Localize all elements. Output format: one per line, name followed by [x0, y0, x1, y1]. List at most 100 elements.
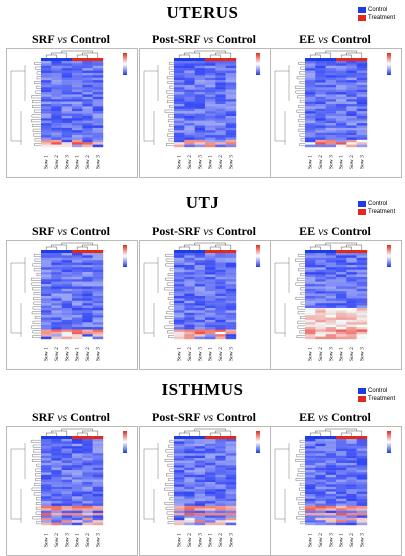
- row-dendrogram: [143, 439, 174, 525]
- heatmap-cell: [72, 260, 83, 263]
- heatmap-cell: [82, 336, 93, 340]
- heatmap-cell: [315, 450, 326, 454]
- heatmap-cell: [174, 472, 185, 476]
- group-bar-control: [184, 58, 195, 61]
- heatmap-cell: [305, 255, 316, 258]
- heatmap-cell: [51, 460, 62, 464]
- heatmap-cell: [61, 496, 73, 499]
- heatmap-cell: [325, 127, 337, 131]
- heatmap-cell: [82, 296, 93, 299]
- heatmap-cell: [41, 291, 52, 294]
- heatmap-cell: [82, 486, 93, 490]
- column-dendrogram: [178, 242, 232, 250]
- heatmap-cell: [72, 293, 83, 297]
- heatmap-cell: [215, 267, 226, 270]
- heatmap-cell: [174, 334, 185, 337]
- heatmap-cell: [194, 115, 206, 119]
- heatmap-cell: [325, 276, 337, 280]
- heatmap-cell: [225, 111, 237, 114]
- heatmap-cell: [184, 130, 195, 133]
- heatmap-cell: [225, 68, 237, 71]
- heatmap-cell: [336, 310, 347, 313]
- heatmap-cell: [305, 508, 316, 511]
- heatmap-cell: [356, 491, 368, 495]
- heatmap-cell: [336, 477, 347, 480]
- heatmap-cell: [184, 491, 195, 495]
- heatmap-cell: [92, 441, 104, 444]
- panel-title-vs: vs: [57, 410, 68, 424]
- heatmap-cell: [41, 470, 52, 473]
- heatmap-cell: [356, 307, 368, 311]
- heatmap-cell: [305, 513, 316, 516]
- heatmap-cell: [51, 104, 62, 107]
- heatmap-cell: [92, 82, 104, 86]
- heatmap-cell: [346, 92, 357, 95]
- heatmap-cell: [305, 94, 316, 98]
- sample-label: Sow 3: [197, 347, 203, 361]
- heatmap-cell: [346, 75, 357, 78]
- heatmap-cell: [72, 513, 83, 516]
- heatmap-cell: [174, 515, 185, 519]
- heatmap-cell: [315, 142, 326, 145]
- heatmap-cell: [346, 522, 357, 526]
- heatmap-panel: Sow 1 Sow 2 Sow 3 Sow 1 Sow 2 Sow 3: [270, 240, 402, 370]
- heatmap-cell: [184, 75, 195, 78]
- heatmap-cell: [174, 80, 185, 83]
- heatmap-cell: [356, 482, 368, 485]
- heatmap-cell: [184, 470, 195, 473]
- heatmap-cell: [41, 75, 52, 78]
- sample-label: Sow 2: [218, 533, 224, 547]
- group-bar-treatment: [225, 250, 237, 253]
- heatmap-cell: [325, 329, 337, 333]
- heatmap-cell: [215, 118, 226, 121]
- heatmap-cell: [184, 522, 195, 526]
- heatmap-cell: [305, 446, 316, 449]
- heatmap-cell: [184, 298, 195, 301]
- heatmap-cell: [346, 89, 357, 93]
- heatmap-cell: [82, 515, 93, 519]
- heatmap-cell: [336, 515, 347, 519]
- heatmap-cell: [315, 130, 326, 133]
- heatmap-cell: [174, 286, 185, 290]
- heatmap-cell: [82, 77, 93, 81]
- heatmap-cell: [61, 450, 73, 454]
- heatmap-cell: [174, 486, 185, 490]
- heatmap-cell: [336, 329, 347, 333]
- heatmap-cell: [184, 94, 195, 98]
- heatmap-cell: [356, 458, 368, 461]
- heatmap-cell: [215, 307, 226, 311]
- heatmap-cell: [346, 331, 357, 335]
- heatmap-cell: [41, 446, 52, 449]
- heatmap-cell: [41, 305, 52, 309]
- heatmap-cell: [225, 274, 237, 278]
- heatmap-cell: [174, 305, 185, 309]
- heatmap-cell: [51, 142, 62, 145]
- heatmap-cell: [205, 477, 216, 480]
- heatmap-cell: [92, 65, 104, 69]
- heatmap-cell: [356, 123, 368, 126]
- heatmap-cell: [82, 453, 93, 456]
- heatmap-cell: [336, 132, 347, 136]
- heatmap-cell: [336, 336, 347, 340]
- heatmap-cell: [305, 472, 316, 476]
- heatmap-cell: [72, 288, 83, 292]
- heatmap-cell: [174, 113, 185, 117]
- sample-label: Sow 1: [44, 347, 50, 361]
- heatmap-cell: [325, 269, 337, 273]
- row-dendrogram: [274, 439, 305, 525]
- heatmap-cell: [336, 288, 347, 292]
- heatmap-cell: [336, 92, 347, 95]
- heatmap-cell: [225, 291, 237, 294]
- heatmap-cell: [82, 72, 93, 76]
- heatmap-cell: [205, 324, 216, 328]
- heatmap-cell: [92, 319, 104, 323]
- heatmap-cell: [315, 127, 326, 131]
- heatmap-cell: [315, 111, 326, 114]
- color-key: [256, 431, 260, 453]
- heatmap-cell: [194, 70, 206, 74]
- heatmap-cell: [325, 453, 337, 456]
- heatmap-cell: [325, 460, 337, 464]
- heatmap-cell: [174, 493, 185, 497]
- heatmap-cell: [356, 99, 368, 102]
- heatmap-cell: [336, 298, 347, 301]
